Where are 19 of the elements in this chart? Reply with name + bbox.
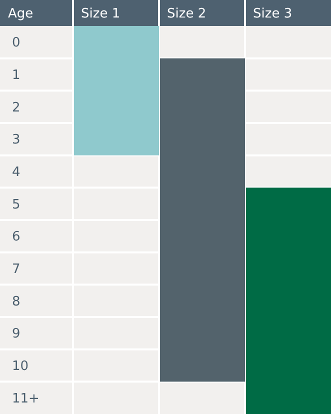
y-tick-label: 10	[12, 359, 29, 374]
y-tick-label: 3	[12, 132, 20, 148]
y-tick-label: 6	[12, 230, 20, 245]
bar	[74, 26, 159, 156]
x-tick-label: Size 2	[167, 6, 206, 22]
bar	[246, 188, 331, 414]
y-tick-label: 11+	[12, 391, 40, 406]
x-tick-label: Size 1	[81, 6, 120, 22]
y-tick-label: 1	[12, 68, 20, 84]
bar	[160, 58, 245, 382]
x-tick-label: Size 3	[253, 6, 292, 22]
y-tick-label: 9	[12, 326, 20, 342]
y-tick-label: 2	[12, 100, 20, 116]
y-axis-title: Age	[8, 6, 34, 22]
y-tick-label: 0	[12, 36, 20, 51]
y-tick-label: 5	[12, 197, 20, 212]
y-tick-label: 7	[12, 262, 20, 278]
y-tick-label: 4	[12, 165, 20, 180]
y-tick-label: 8	[12, 294, 20, 310]
